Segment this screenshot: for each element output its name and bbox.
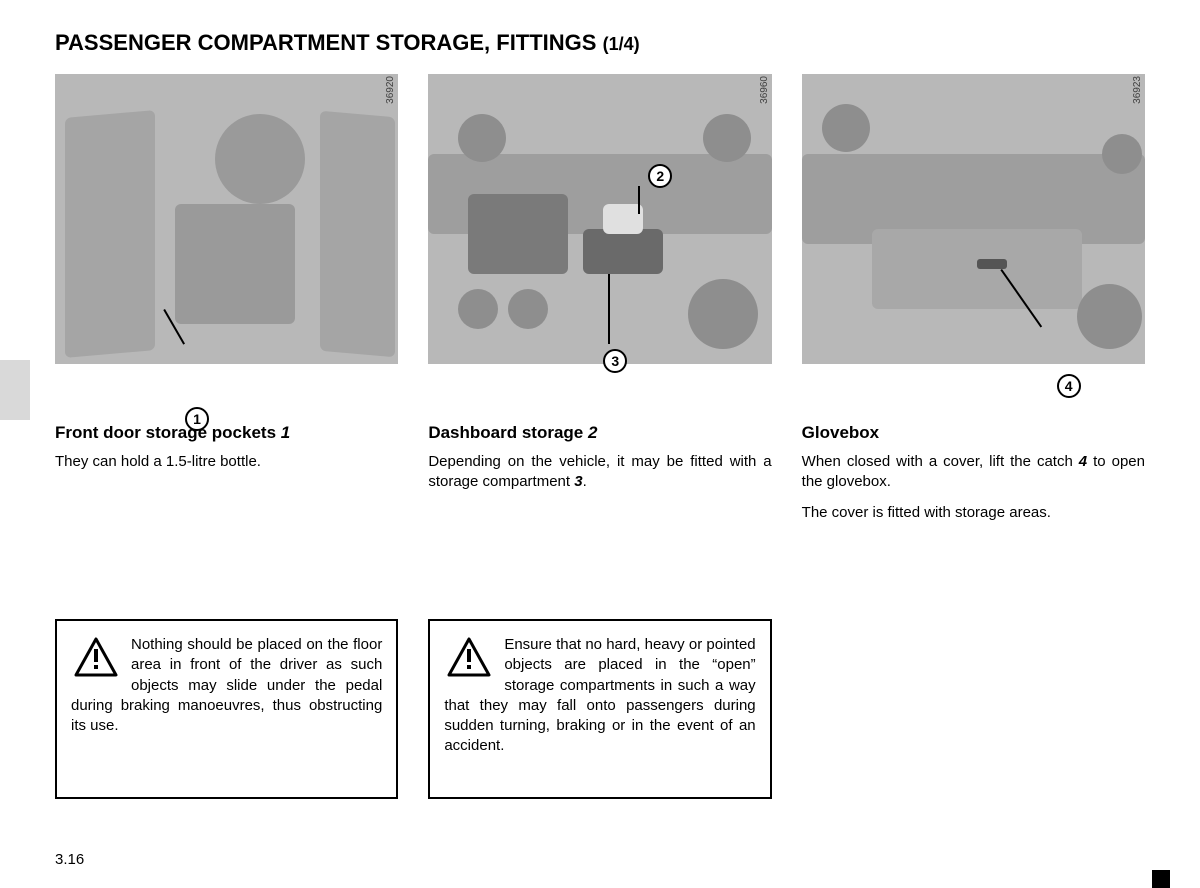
callout-3: 3 bbox=[603, 349, 627, 373]
page: PASSENGER COMPARTMENT STORAGE, FITTINGS … bbox=[0, 0, 1200, 888]
body-text-1: They can hold a 1.5-litre bottle. bbox=[55, 452, 398, 472]
crop-mark bbox=[1152, 870, 1170, 888]
figure-dashboard: 36960 bbox=[428, 74, 771, 364]
figure-code-1: 36920 bbox=[385, 76, 396, 104]
callout-1: 1 bbox=[185, 407, 209, 431]
warning-icon bbox=[71, 635, 121, 679]
page-title: PASSENGER COMPARTMENT STORAGE, FITTINGS … bbox=[55, 30, 1145, 56]
warning-box-1: Nothing should be placed on the floor ar… bbox=[55, 619, 398, 799]
page-title-sub: (1/4) bbox=[603, 34, 640, 54]
section-title-1: Front door storage pockets 1 bbox=[55, 422, 398, 444]
left-tab bbox=[0, 360, 30, 420]
figure-code-2: 36960 bbox=[759, 76, 770, 104]
warning-box-2: Ensure that no hard, heavy or pointed ob… bbox=[428, 619, 771, 799]
column-1: 36920 1 Front door storage pockets 1 The… bbox=[55, 74, 398, 533]
figure-code-3: 36923 bbox=[1132, 76, 1143, 104]
page-number: 3.16 bbox=[55, 851, 84, 868]
figure-glovebox: 36923 bbox=[802, 74, 1145, 364]
page-title-main: PASSENGER COMPARTMENT STORAGE, FITTINGS bbox=[55, 30, 596, 55]
column-3: 36923 4 Glovebox When closed with a cove… bbox=[802, 74, 1145, 533]
body-text-3a: When closed with a cover, lift the catch… bbox=[802, 452, 1145, 493]
figure-front-door: 36920 bbox=[55, 74, 398, 364]
warning-icon bbox=[444, 635, 494, 679]
columns: 36920 1 Front door storage pockets 1 The… bbox=[55, 74, 1145, 533]
column-2: 36960 2 3 Dashboard storage 2 Depending … bbox=[428, 74, 771, 533]
callout-4: 4 bbox=[1057, 374, 1081, 398]
body-text-3b: The cover is fitted with storage areas. bbox=[802, 503, 1145, 523]
section-title-3: Glovebox bbox=[802, 422, 1145, 444]
body-text-2: Depending on the vehicle, it may be fitt… bbox=[428, 452, 771, 493]
section-title-2: Dashboard storage 2 bbox=[428, 422, 771, 444]
